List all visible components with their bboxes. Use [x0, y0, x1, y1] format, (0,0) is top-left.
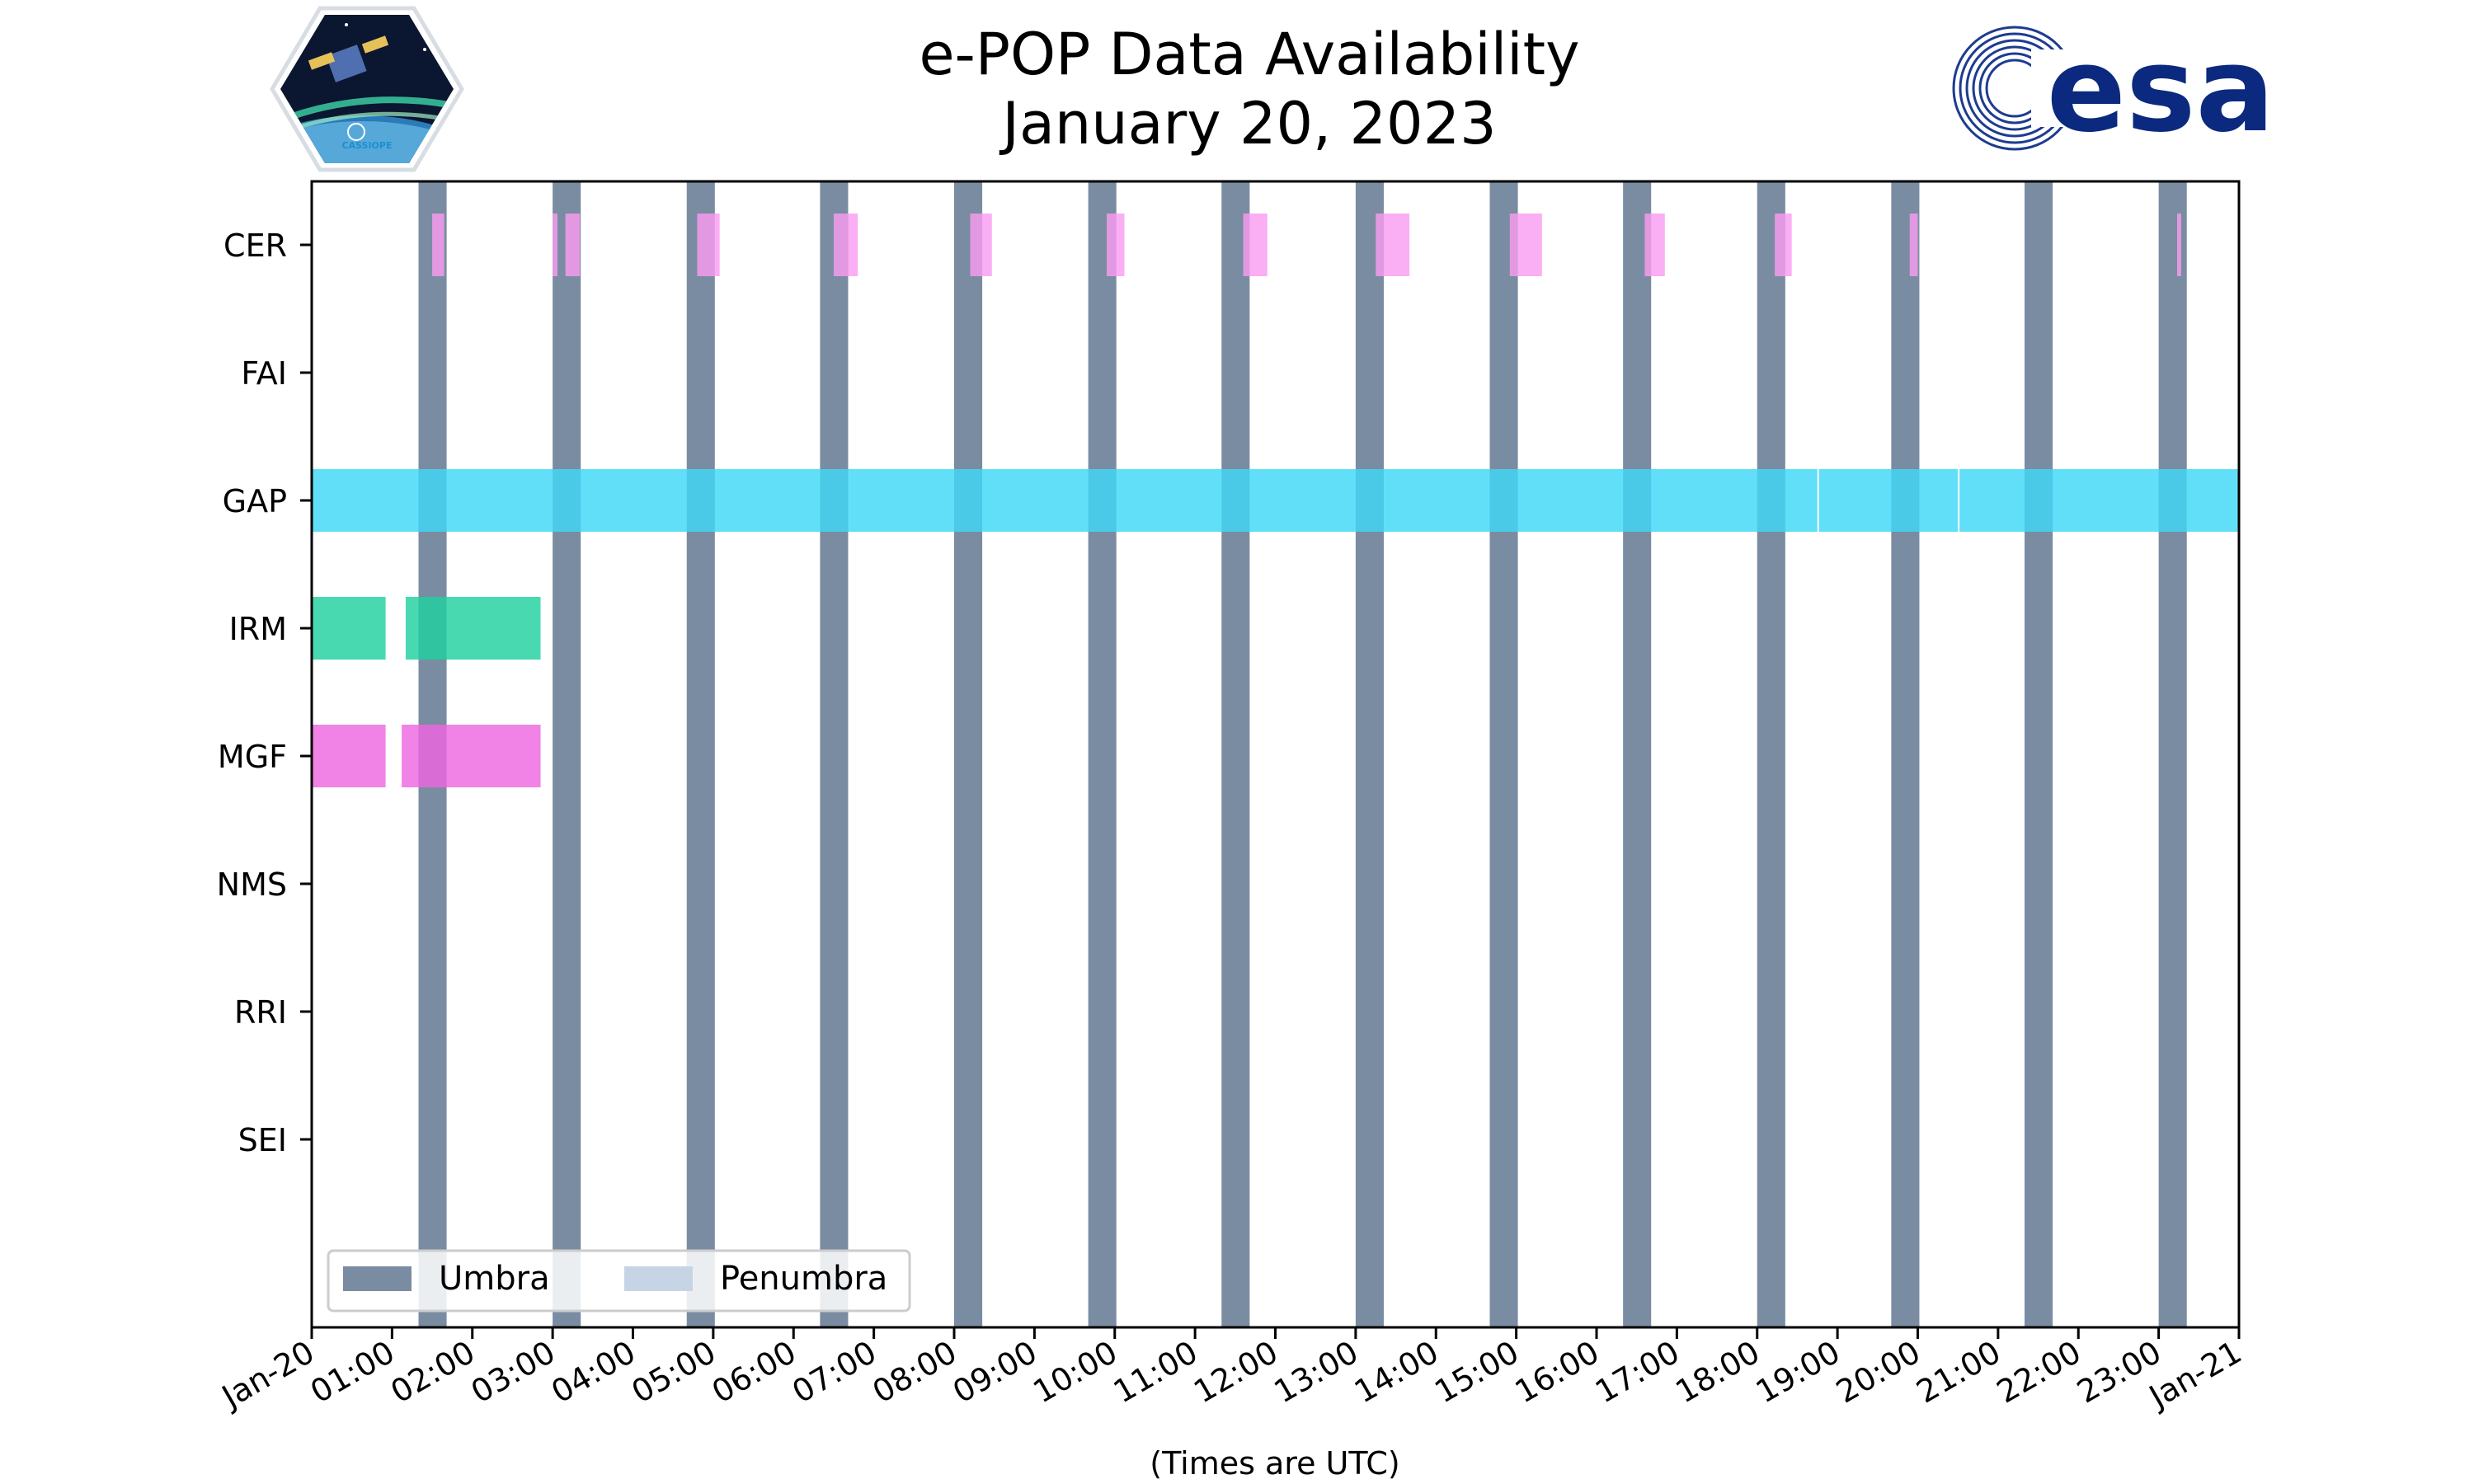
x-tick-label-18: 18:00: [1669, 1334, 1766, 1411]
y-tick-label-sei: SEI: [238, 1122, 287, 1158]
umbra-band-9: [1623, 181, 1652, 1327]
y-tick-label-nms: NMS: [217, 866, 287, 903]
x-axis: Jan-2001:0002:0003:0004:0005:0006:0007:0…: [214, 1327, 2248, 1416]
y-tick-label-cer: CER: [223, 228, 287, 264]
bar-cer-2: [565, 214, 581, 276]
x-tick-label-19: 19:00: [1750, 1334, 1846, 1411]
x-tick-label-11: 11:00: [1108, 1334, 1204, 1411]
umbra-band-5: [1088, 181, 1117, 1327]
x-tick-label-3: 03:00: [465, 1334, 562, 1411]
x-tick-label-13: 13:00: [1268, 1334, 1365, 1411]
legend: Umbra Penumbra: [327, 1249, 911, 1313]
bar-cer-13: [2177, 214, 2181, 276]
umbra-band-12: [2025, 181, 2053, 1327]
esa-logo-text: esa: [2047, 22, 2275, 158]
plot-area: CER FAI GAP IRM MGF NMS RRI SEI Jan-2001:0002:0…: [214, 180, 2248, 1416]
y-tick-label-rri: RRI: [234, 994, 287, 1031]
legend-penumbra-swatch: [624, 1266, 693, 1291]
x-tick-label-15: 15:00: [1428, 1334, 1525, 1411]
legend-umbra-label: Umbra: [439, 1260, 550, 1298]
bar-cer-4: [833, 214, 858, 276]
bar-cer-7: [1243, 214, 1268, 276]
y-tick-label-gap: GAP: [223, 483, 287, 519]
legend-box: [327, 1249, 911, 1313]
cassiope-logo: CASSIOPE: [270, 6, 464, 172]
x-tick-label-6: 06:00: [706, 1334, 802, 1411]
bar-mgf-0: [312, 725, 386, 787]
x-tick-label-14: 14:00: [1348, 1334, 1445, 1411]
bar-cer-9: [1509, 214, 1542, 276]
legend-penumbra-label: Penumbra: [720, 1260, 887, 1298]
legend-umbra-swatch: [343, 1266, 412, 1291]
cassiope-logo-text: CASSIOPE: [342, 140, 393, 151]
chart-title-line1: e-POP Data Availability: [919, 21, 1579, 88]
umbra-band-3: [820, 181, 849, 1327]
x-tick-label-2: 02:00: [384, 1334, 481, 1411]
y-axis: CER FAI GAP IRM MGF NMS RRI SEI: [217, 228, 312, 1158]
bar-cer-11: [1775, 214, 1792, 276]
y-tick-label-mgf: MGF: [218, 739, 287, 775]
bar-mgf-1: [402, 725, 541, 787]
bar-cer-3: [697, 214, 720, 276]
x-tick-label-9: 09:00: [947, 1334, 1043, 1411]
availability-bars: [312, 214, 2239, 787]
umbra-band-10: [1757, 181, 1785, 1327]
y-tick-label-irm: IRM: [229, 611, 287, 647]
umbra-band-7: [1355, 181, 1384, 1327]
bar-gap-0: [312, 469, 1818, 532]
bar-cer-1: [553, 214, 557, 276]
x-tick-label-21: 21:00: [1911, 1334, 2007, 1411]
x-tick-label-0: Jan-20: [214, 1334, 320, 1416]
plot-background: [312, 181, 2239, 1327]
bar-cer-8: [1376, 214, 1410, 276]
x-tick-label-20: 20:00: [1830, 1334, 1926, 1411]
x-tick-label-7: 07:00: [786, 1334, 882, 1411]
x-tick-label-1: 01:00: [304, 1334, 401, 1411]
umbra-band-4: [954, 181, 983, 1327]
x-tick-label-8: 08:00: [867, 1334, 963, 1411]
y-tick-label-fai: FAI: [241, 355, 287, 392]
x-tick-label-16: 16:00: [1509, 1334, 1606, 1411]
x-axis-label: (Times are UTC): [1150, 1445, 1399, 1482]
umbra-band-8: [1489, 181, 1518, 1327]
x-tick-label-4: 04:00: [545, 1334, 642, 1411]
bar-cer-5: [970, 214, 992, 276]
bar-irm-1: [405, 597, 541, 660]
bar-gap-1: [1818, 469, 1959, 532]
x-tick-label-5: 05:00: [626, 1334, 722, 1411]
umbra-band-1: [553, 181, 581, 1327]
x-tick-label-10: 10:00: [1027, 1334, 1123, 1411]
esa-logo: esa: [1952, 22, 2275, 158]
bar-cer-10: [1644, 214, 1665, 276]
umbra-layer: [418, 181, 2187, 1327]
bar-cer-6: [1107, 214, 1125, 276]
umbra-band-11: [1891, 181, 1920, 1327]
x-tick-label-22: 22:00: [1991, 1334, 2087, 1411]
umbra-band-6: [1221, 181, 1250, 1327]
x-tick-label-12: 12:00: [1188, 1334, 1284, 1411]
bar-irm-0: [312, 597, 386, 660]
bar-gap-2: [1959, 469, 2239, 532]
umbra-band-13: [2158, 181, 2187, 1327]
chart-title-line2: January 20, 2023: [999, 90, 1496, 157]
x-tick-label-17: 17:00: [1589, 1334, 1686, 1411]
bar-cer-0: [432, 214, 444, 276]
bar-cer-12: [1909, 214, 1918, 276]
x-tick-label-24: Jan-21: [2142, 1334, 2247, 1416]
umbra-band-2: [686, 181, 715, 1327]
